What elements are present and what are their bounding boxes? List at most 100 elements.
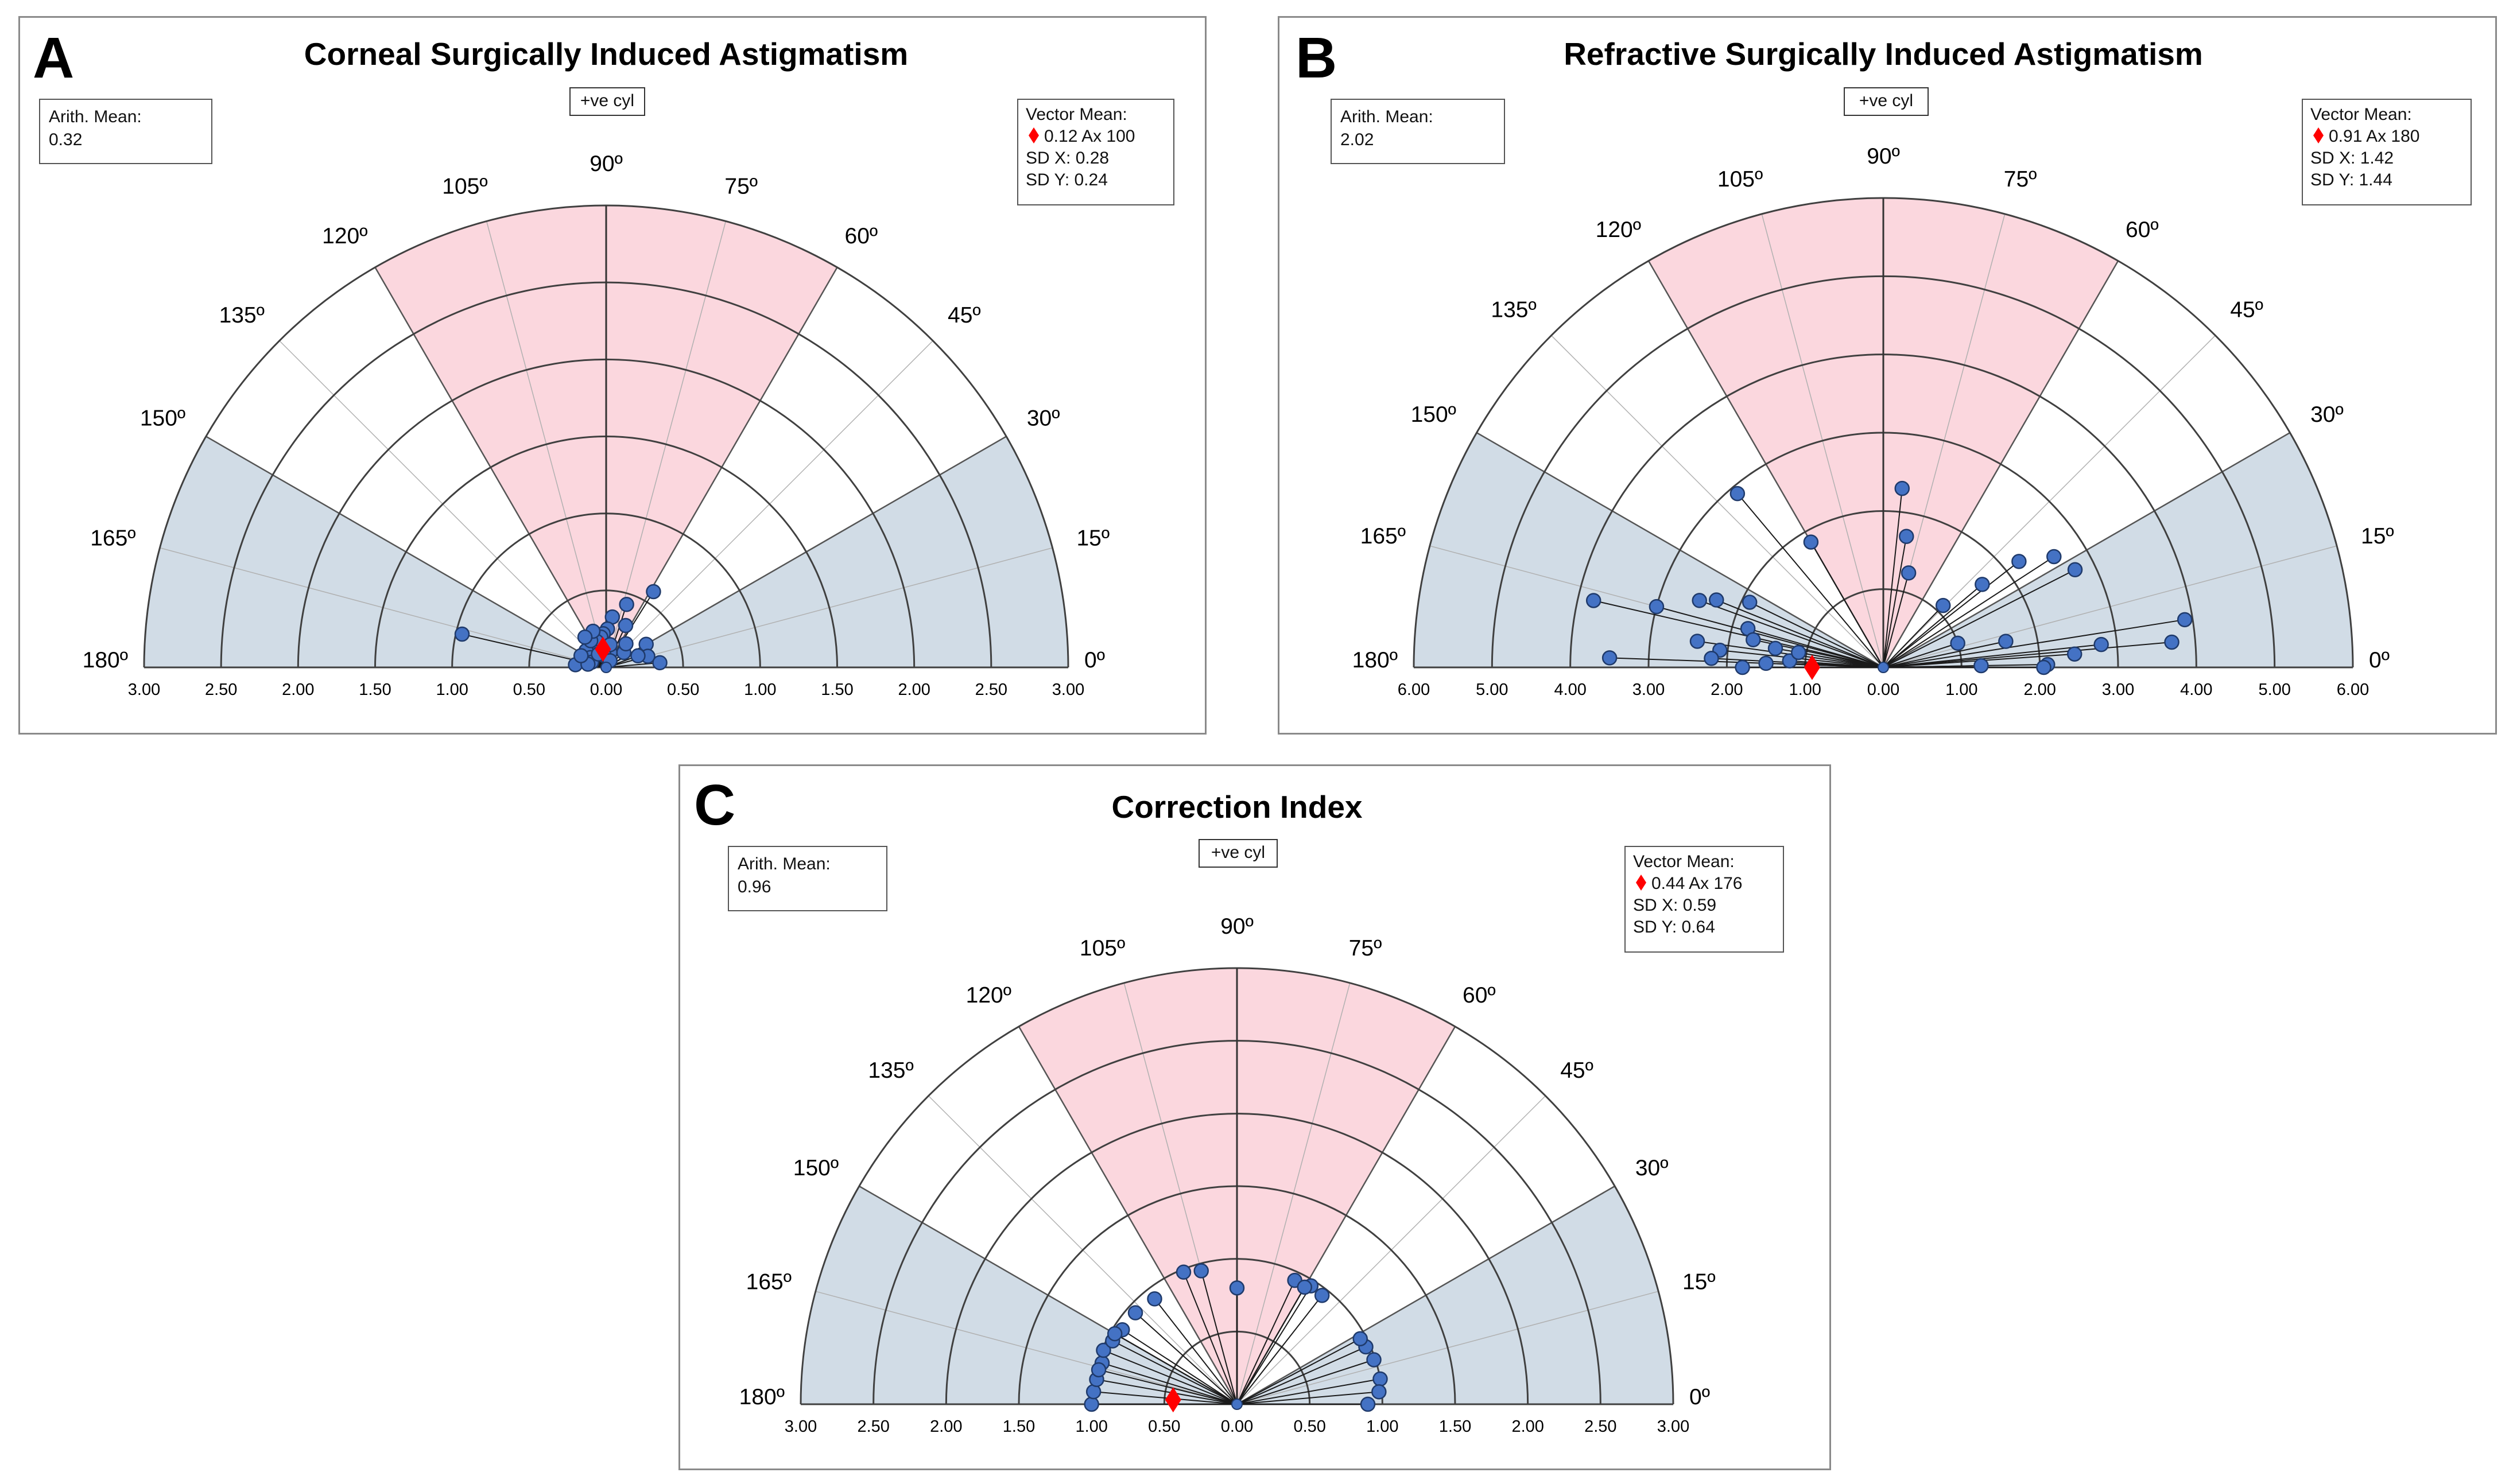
data-point (1127, 1305, 1143, 1320)
axis-tick-label: 1.00 (744, 681, 776, 699)
sd-y-value: SD Y: 0.64 (1633, 918, 1715, 937)
data-point (1372, 1371, 1388, 1387)
axis-tick-label: 5.00 (2258, 681, 2290, 699)
angle-label: 45º (1560, 1058, 1593, 1083)
data-line (1236, 1287, 1305, 1405)
data-point (1096, 1342, 1111, 1358)
data-line (1883, 619, 2185, 668)
data-point (1585, 593, 1601, 608)
arith-mean-box (728, 846, 887, 911)
axis-tick-label: 0.00 (1221, 1417, 1253, 1436)
data-point (2046, 549, 2062, 565)
angle-label: 105º (442, 174, 487, 199)
data-point (1314, 1288, 1330, 1303)
chart-title: Corneal Surgically Induced Astigmatism (304, 36, 908, 72)
data-point (1758, 655, 1774, 671)
data-line (1883, 642, 2172, 668)
angle-label: 90º (1220, 914, 1254, 939)
cyl-label: +ve cyl (1859, 91, 1913, 110)
data-line (1883, 665, 1981, 668)
data-line (1135, 1312, 1238, 1405)
data-line (1883, 536, 1907, 668)
data-line (1883, 605, 1944, 668)
data-point (1229, 1280, 1245, 1296)
vector-mean-value: 0.91 Ax 180 (2329, 127, 2419, 146)
data-point (1975, 577, 1990, 592)
data-line (1236, 1295, 1323, 1405)
angle-label: 15º (1076, 526, 1110, 551)
axis-tick-label: 2.00 (282, 681, 314, 699)
data-point (2066, 646, 2082, 662)
angle-label: 0º (2369, 648, 2390, 673)
data-line (1096, 1378, 1238, 1405)
arith-mean-label: Arith. Mean: (738, 854, 831, 873)
data-point (1704, 651, 1719, 666)
angle-label: 60º (845, 224, 878, 248)
panel-letter-b: B (1296, 26, 1337, 90)
data-point (2011, 554, 2027, 569)
axis-tick-label: 2.00 (1511, 1417, 1544, 1436)
axis-tick-label: 4.00 (1554, 681, 1586, 699)
data-point (1352, 1331, 1368, 1347)
origin-point (1231, 1398, 1243, 1410)
angle-label: 180º (83, 648, 128, 673)
data-line (1716, 599, 1884, 668)
axis-tick-label: 0.50 (513, 681, 545, 699)
vector-mean-value: 0.44 Ax 176 (1651, 874, 1742, 893)
axis-tick-label: 2.50 (1584, 1417, 1616, 1436)
data-point (1297, 1279, 1313, 1295)
data-point (2036, 659, 2051, 675)
data-line (1656, 606, 1884, 668)
sd-y-value: SD Y: 0.24 (1026, 170, 1108, 189)
axis-tick-label: 1.50 (359, 681, 391, 699)
blue-sector (606, 436, 1068, 667)
angle-label: 30º (1027, 406, 1060, 431)
angle-label: 120º (322, 224, 367, 248)
vector-mean-label: Vector Mean: (2310, 105, 2412, 124)
axis-tick-label: 2.50 (975, 681, 1007, 699)
data-line (1154, 1298, 1238, 1405)
data-line (1810, 542, 1884, 668)
data-line (1883, 561, 2019, 668)
blue-sector (1883, 433, 2353, 667)
axis-tick-label: 6.00 (2337, 681, 2369, 699)
data-point (646, 584, 661, 600)
data-line (1236, 1285, 1312, 1405)
axis-tick-label: 3.00 (128, 681, 160, 699)
cyl-label: +ve cyl (580, 91, 634, 110)
angle-label: 15º (1682, 1269, 1716, 1294)
data-point (1360, 1396, 1376, 1412)
data-point (573, 648, 589, 663)
chart-title: Correction Index (1111, 789, 1362, 825)
data-point (1091, 1362, 1107, 1378)
angle-label: 90º (1867, 144, 1900, 169)
axis-tick-label: 2.00 (2023, 681, 2056, 699)
axis-tick-label: 0.00 (1867, 681, 1899, 699)
data-point (652, 655, 668, 671)
data-point (1366, 1352, 1382, 1368)
data-point (1998, 634, 2014, 649)
polar-chart-b: 6.00 5.00 4.00 3.00 2.00 1.00 0.00 1.00 2.00 3.00… (1331, 36, 2472, 699)
data-line (1098, 1369, 1238, 1405)
arith-mean-label: Arith. Mean: (49, 107, 142, 126)
angle-label: 105º (1717, 167, 1763, 192)
arith-mean-value: 0.32 (49, 130, 82, 149)
sd-x-value: SD X: 0.59 (1633, 896, 1716, 915)
data-point (1729, 485, 1746, 502)
vector-mean-marker (1165, 1387, 1181, 1413)
data-line (1102, 1362, 1238, 1405)
axis-tick-label: 6.00 (1398, 681, 1430, 699)
axis-tick-label: 0.50 (1293, 1417, 1325, 1436)
blue-sector (1237, 1186, 1673, 1404)
data-line (1236, 1359, 1374, 1405)
polar-chart-c: 3.00 2.50 2.00 1.50 1.00 0.50 0.00 0.50 1.00 1.50… (728, 789, 1784, 1436)
axis-tick-label: 3.00 (1052, 681, 1084, 699)
data-point (1649, 599, 1665, 615)
angle-label: 0º (1689, 1385, 1710, 1409)
data-line (1236, 1391, 1379, 1405)
data-point (1193, 1263, 1209, 1279)
sd-x-value: SD X: 1.42 (2310, 149, 2394, 168)
data-point (1973, 658, 1989, 674)
panel-a: A 3.00 2.50 2.00 1.50 1.00 0.50 0.00 0.50 1.00 1.… (18, 16, 1207, 735)
data-line (1103, 1350, 1238, 1405)
